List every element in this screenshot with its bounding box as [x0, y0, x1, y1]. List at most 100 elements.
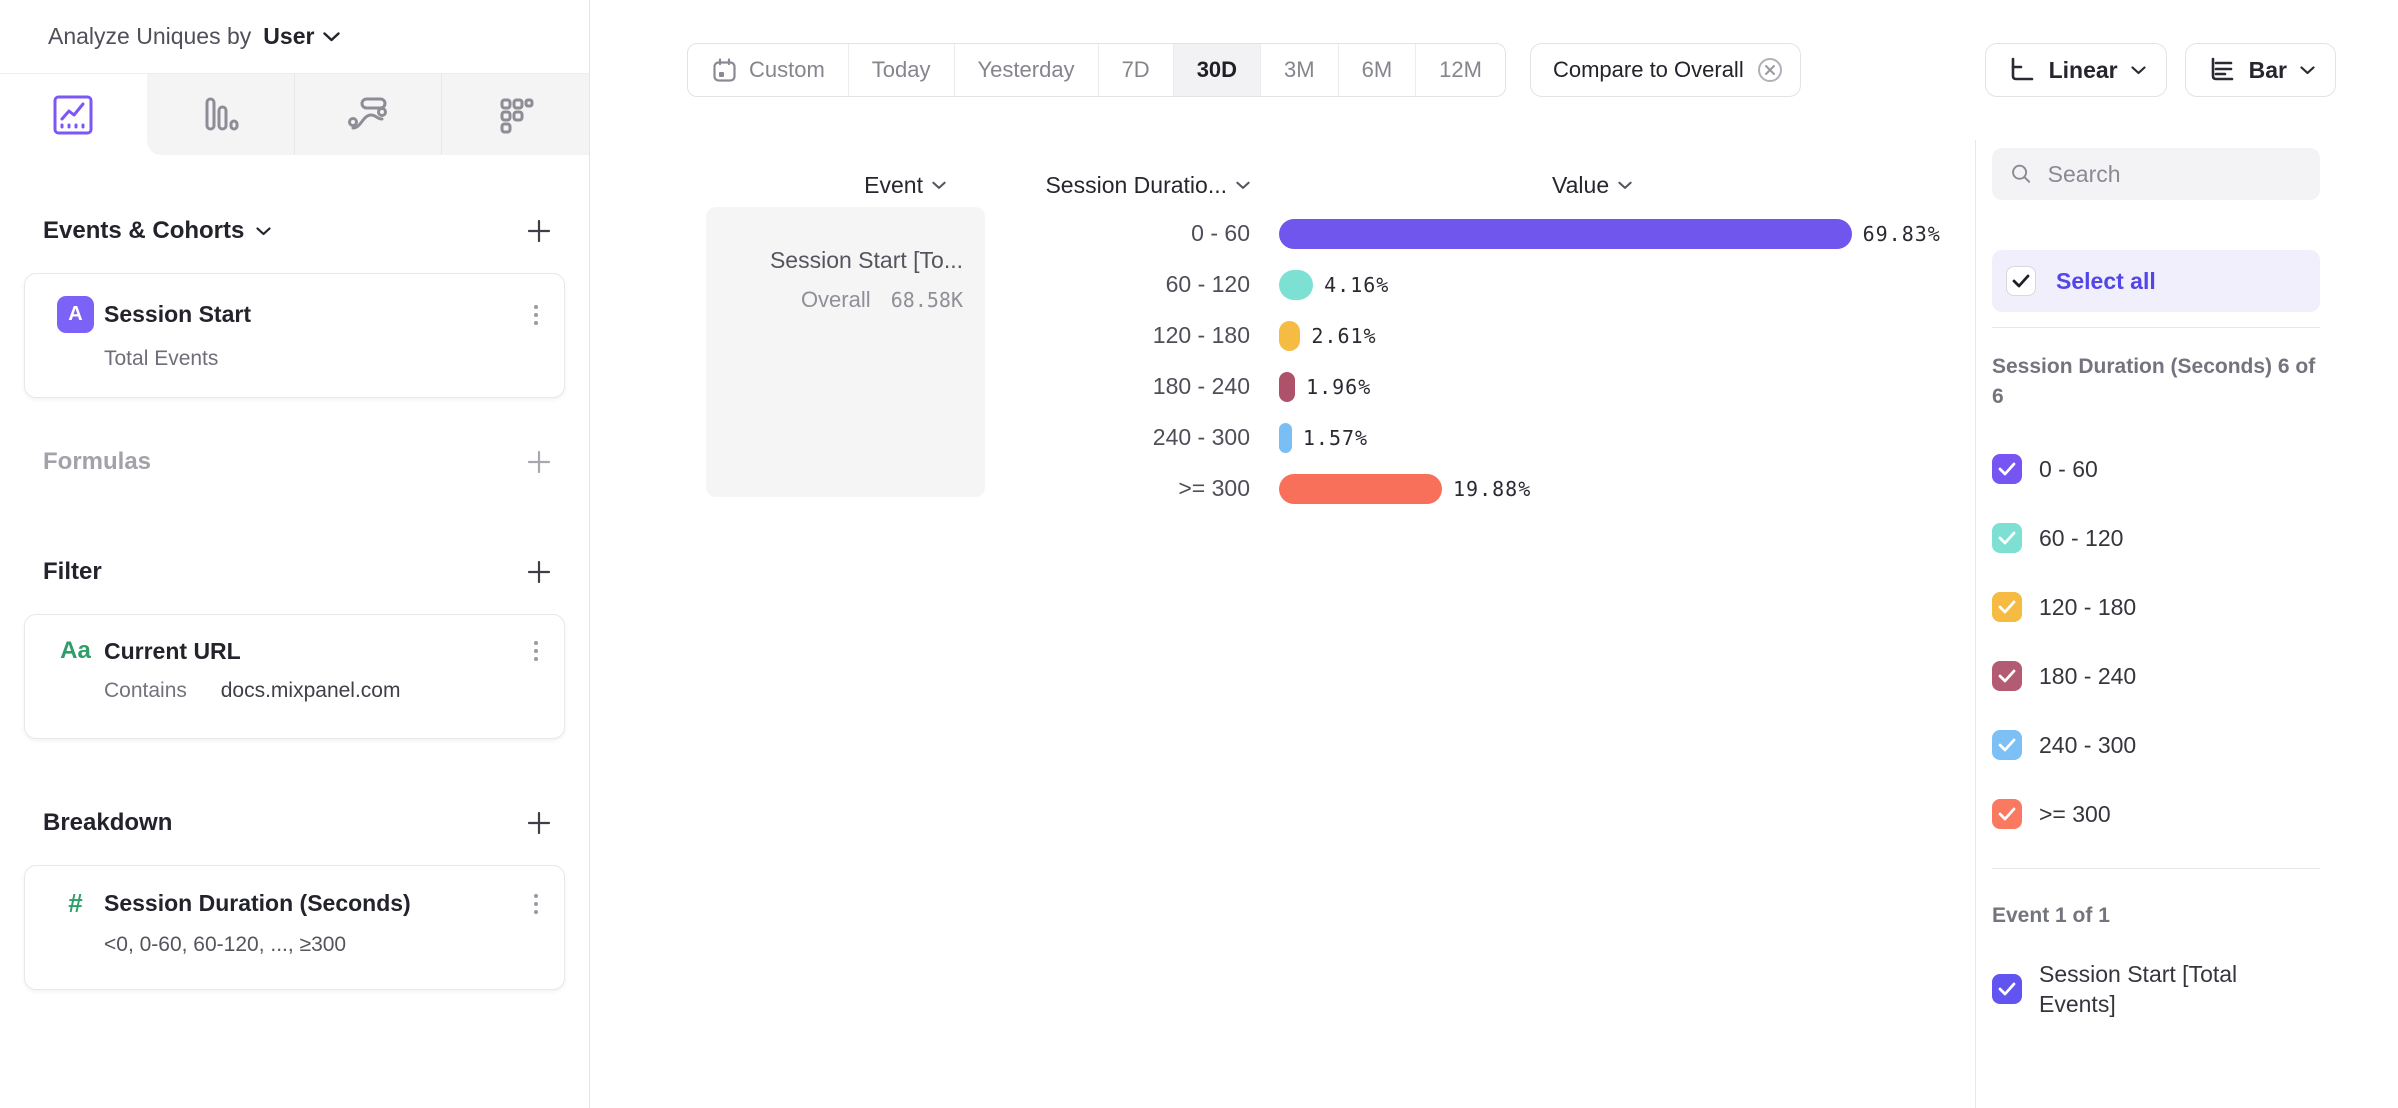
uniques-by-selector[interactable]: User — [263, 23, 341, 50]
date-range-12m[interactable]: 12M — [1439, 57, 1482, 82]
event-column-header[interactable]: Event — [706, 172, 946, 199]
value-column-header[interactable]: Value — [1552, 172, 1632, 199]
event-card-menu-icon[interactable] — [526, 301, 546, 329]
select-all-label: Select all — [2056, 267, 2156, 294]
value-bar[interactable] — [1279, 269, 1314, 300]
horizontal-bar-icon — [2211, 57, 2233, 81]
events-cohorts-title: Events & Cohorts — [43, 217, 245, 244]
content-row: Event Session Duratio... Value Session S… — [590, 140, 2398, 1108]
legend-item[interactable]: 120 - 180 — [1992, 592, 2320, 622]
scale-selector-label: Linear — [2048, 56, 2118, 83]
value-bar[interactable] — [1279, 218, 1852, 249]
compare-to-overall-chip[interactable]: Compare to Overall — [1529, 43, 1801, 97]
chart-type-selector-button[interactable]: Bar — [2184, 43, 2336, 97]
select-all-checkbox[interactable] — [2006, 266, 2036, 296]
events-cohorts-title-wrap[interactable]: Events & Cohorts — [43, 217, 271, 245]
legend-item[interactable]: 240 - 300 — [1992, 730, 2320, 760]
bucket-label: 240 - 300 — [1152, 424, 1250, 450]
date-range-7d[interactable]: 7D — [1099, 44, 1174, 96]
tab-flows[interactable] — [294, 74, 443, 155]
filter-card-menu-icon[interactable] — [526, 637, 546, 665]
legend-item[interactable]: 180 - 240 — [1992, 661, 2320, 691]
event-letter-badge: A — [57, 296, 94, 333]
chart-row: 0 - 60 69.83% — [590, 208, 1975, 259]
event-card-title: Session Start — [104, 301, 251, 327]
legend-search[interactable] — [1992, 148, 2320, 200]
event-card-measure[interactable]: Total Events — [104, 347, 219, 370]
legend-item[interactable]: 60 - 120 — [1992, 523, 2320, 553]
breakdown-title: Breakdown — [43, 809, 173, 836]
scale-selector-button[interactable]: Linear — [1984, 43, 2167, 97]
remove-compare-icon[interactable] — [1756, 56, 1784, 84]
search-icon — [2012, 164, 2031, 183]
date-range-custom[interactable]: Custom — [688, 44, 849, 96]
event-card[interactable]: A Session Start Total Events — [24, 273, 565, 398]
bucket-label: 60 - 120 — [1165, 271, 1250, 297]
formulas-title: Formulas — [43, 448, 152, 475]
chart-type-selector-label: Bar — [2248, 56, 2287, 83]
add-filter-button[interactable] — [525, 558, 553, 586]
event-legend-item[interactable]: Session Start [Total Events] — [1992, 959, 2320, 1019]
calendar-icon — [713, 57, 736, 82]
date-range-yesterday[interactable]: Yesterday — [955, 44, 1099, 96]
event-checkbox[interactable] — [1992, 974, 2022, 1004]
overall-label: Overall — [800, 287, 871, 312]
select-all-row[interactable]: Select all — [1992, 250, 2320, 312]
tab-bar-chart[interactable] — [146, 74, 295, 155]
chart-row: 120 - 180 2.61% — [590, 310, 1975, 361]
add-formula-button[interactable] — [525, 448, 553, 476]
value-bar[interactable] — [1279, 473, 1443, 504]
chart-type-tabbar — [0, 74, 589, 155]
legend-panel: Select all Session Duration (Seconds) 6 … — [1975, 140, 2398, 1108]
add-breakdown-button[interactable] — [525, 809, 553, 837]
legend-checkbox[interactable] — [1992, 454, 2022, 484]
legend-checkbox[interactable] — [1992, 523, 2022, 553]
legend-label: 120 - 180 — [2039, 593, 2137, 620]
chevron-down-icon — [2300, 65, 2315, 74]
chevron-down-icon — [2131, 65, 2146, 74]
formulas-section-header: Formulas — [24, 448, 565, 476]
date-range-3m[interactable]: 3M — [1261, 44, 1339, 96]
add-event-button[interactable] — [525, 217, 553, 245]
bar-chart-area: Event Session Duratio... Value Session S… — [590, 140, 1975, 1108]
uniques-by-value: User — [263, 23, 315, 49]
numeric-property-icon: # — [68, 888, 83, 918]
chart-row: >= 300 19.88% — [590, 463, 1975, 514]
date-range-today[interactable]: Today — [849, 44, 955, 96]
legend-checkbox[interactable] — [1992, 592, 2022, 622]
tab-metrics[interactable] — [442, 74, 589, 155]
chevron-down-icon — [1236, 181, 1250, 189]
value-bar[interactable] — [1279, 422, 1292, 453]
value-column-label: Value — [1552, 172, 1610, 198]
tab-line-chart[interactable] — [0, 74, 147, 155]
value-percent-label: 19.88% — [1453, 476, 1532, 501]
date-range-control: Custom Today Yesterday 7D 30D 3M 6M 12M — [687, 43, 1506, 97]
legend-checkbox[interactable] — [1992, 799, 2022, 829]
chevron-down-icon — [323, 31, 341, 41]
filter-card-condition[interactable]: Contains docs.mixpanel.com — [104, 679, 546, 703]
breakdown-card-menu-icon[interactable] — [526, 890, 546, 918]
search-input[interactable] — [2047, 160, 2302, 188]
filter-card[interactable]: Aa Current URL Contains docs.mixpanel.co… — [24, 614, 565, 739]
value-bar[interactable] — [1279, 320, 1301, 351]
linear-scale-icon — [2011, 57, 2033, 81]
date-range-30d[interactable]: 30D — [1173, 44, 1262, 96]
chevron-down-icon — [932, 181, 946, 189]
value-bar[interactable] — [1279, 371, 1296, 402]
chevron-down-icon — [256, 226, 271, 235]
legend-label: 240 - 300 — [2039, 731, 2137, 758]
legend-checkbox[interactable] — [1992, 661, 2022, 691]
breakdown-column-header[interactable]: Session Duratio... — [990, 172, 1250, 199]
event-group-cell[interactable]: Session Start [To... Overall 68.58K — [706, 207, 985, 497]
flows-icon — [347, 97, 387, 129]
date-range-6m[interactable]: 6M — [1339, 44, 1417, 96]
breakdown-card[interactable]: # Session Duration (Seconds) <0, 0-60, 6… — [24, 865, 565, 990]
event-overall-row: Overall 68.58K — [716, 287, 963, 313]
legend-checkbox[interactable] — [1992, 730, 2022, 760]
breakdown-card-title: Session Duration (Seconds) — [104, 890, 411, 916]
breakdown-section-header: Breakdown — [24, 809, 565, 837]
breakdown-card-buckets[interactable]: <0, 0-60, 60-120, ..., ≥300 — [104, 933, 347, 956]
legend-item[interactable]: 0 - 60 — [1992, 454, 2320, 484]
legend-item[interactable]: >= 300 — [1992, 799, 2320, 829]
chart-row: 240 - 300 1.57% — [590, 412, 1975, 463]
